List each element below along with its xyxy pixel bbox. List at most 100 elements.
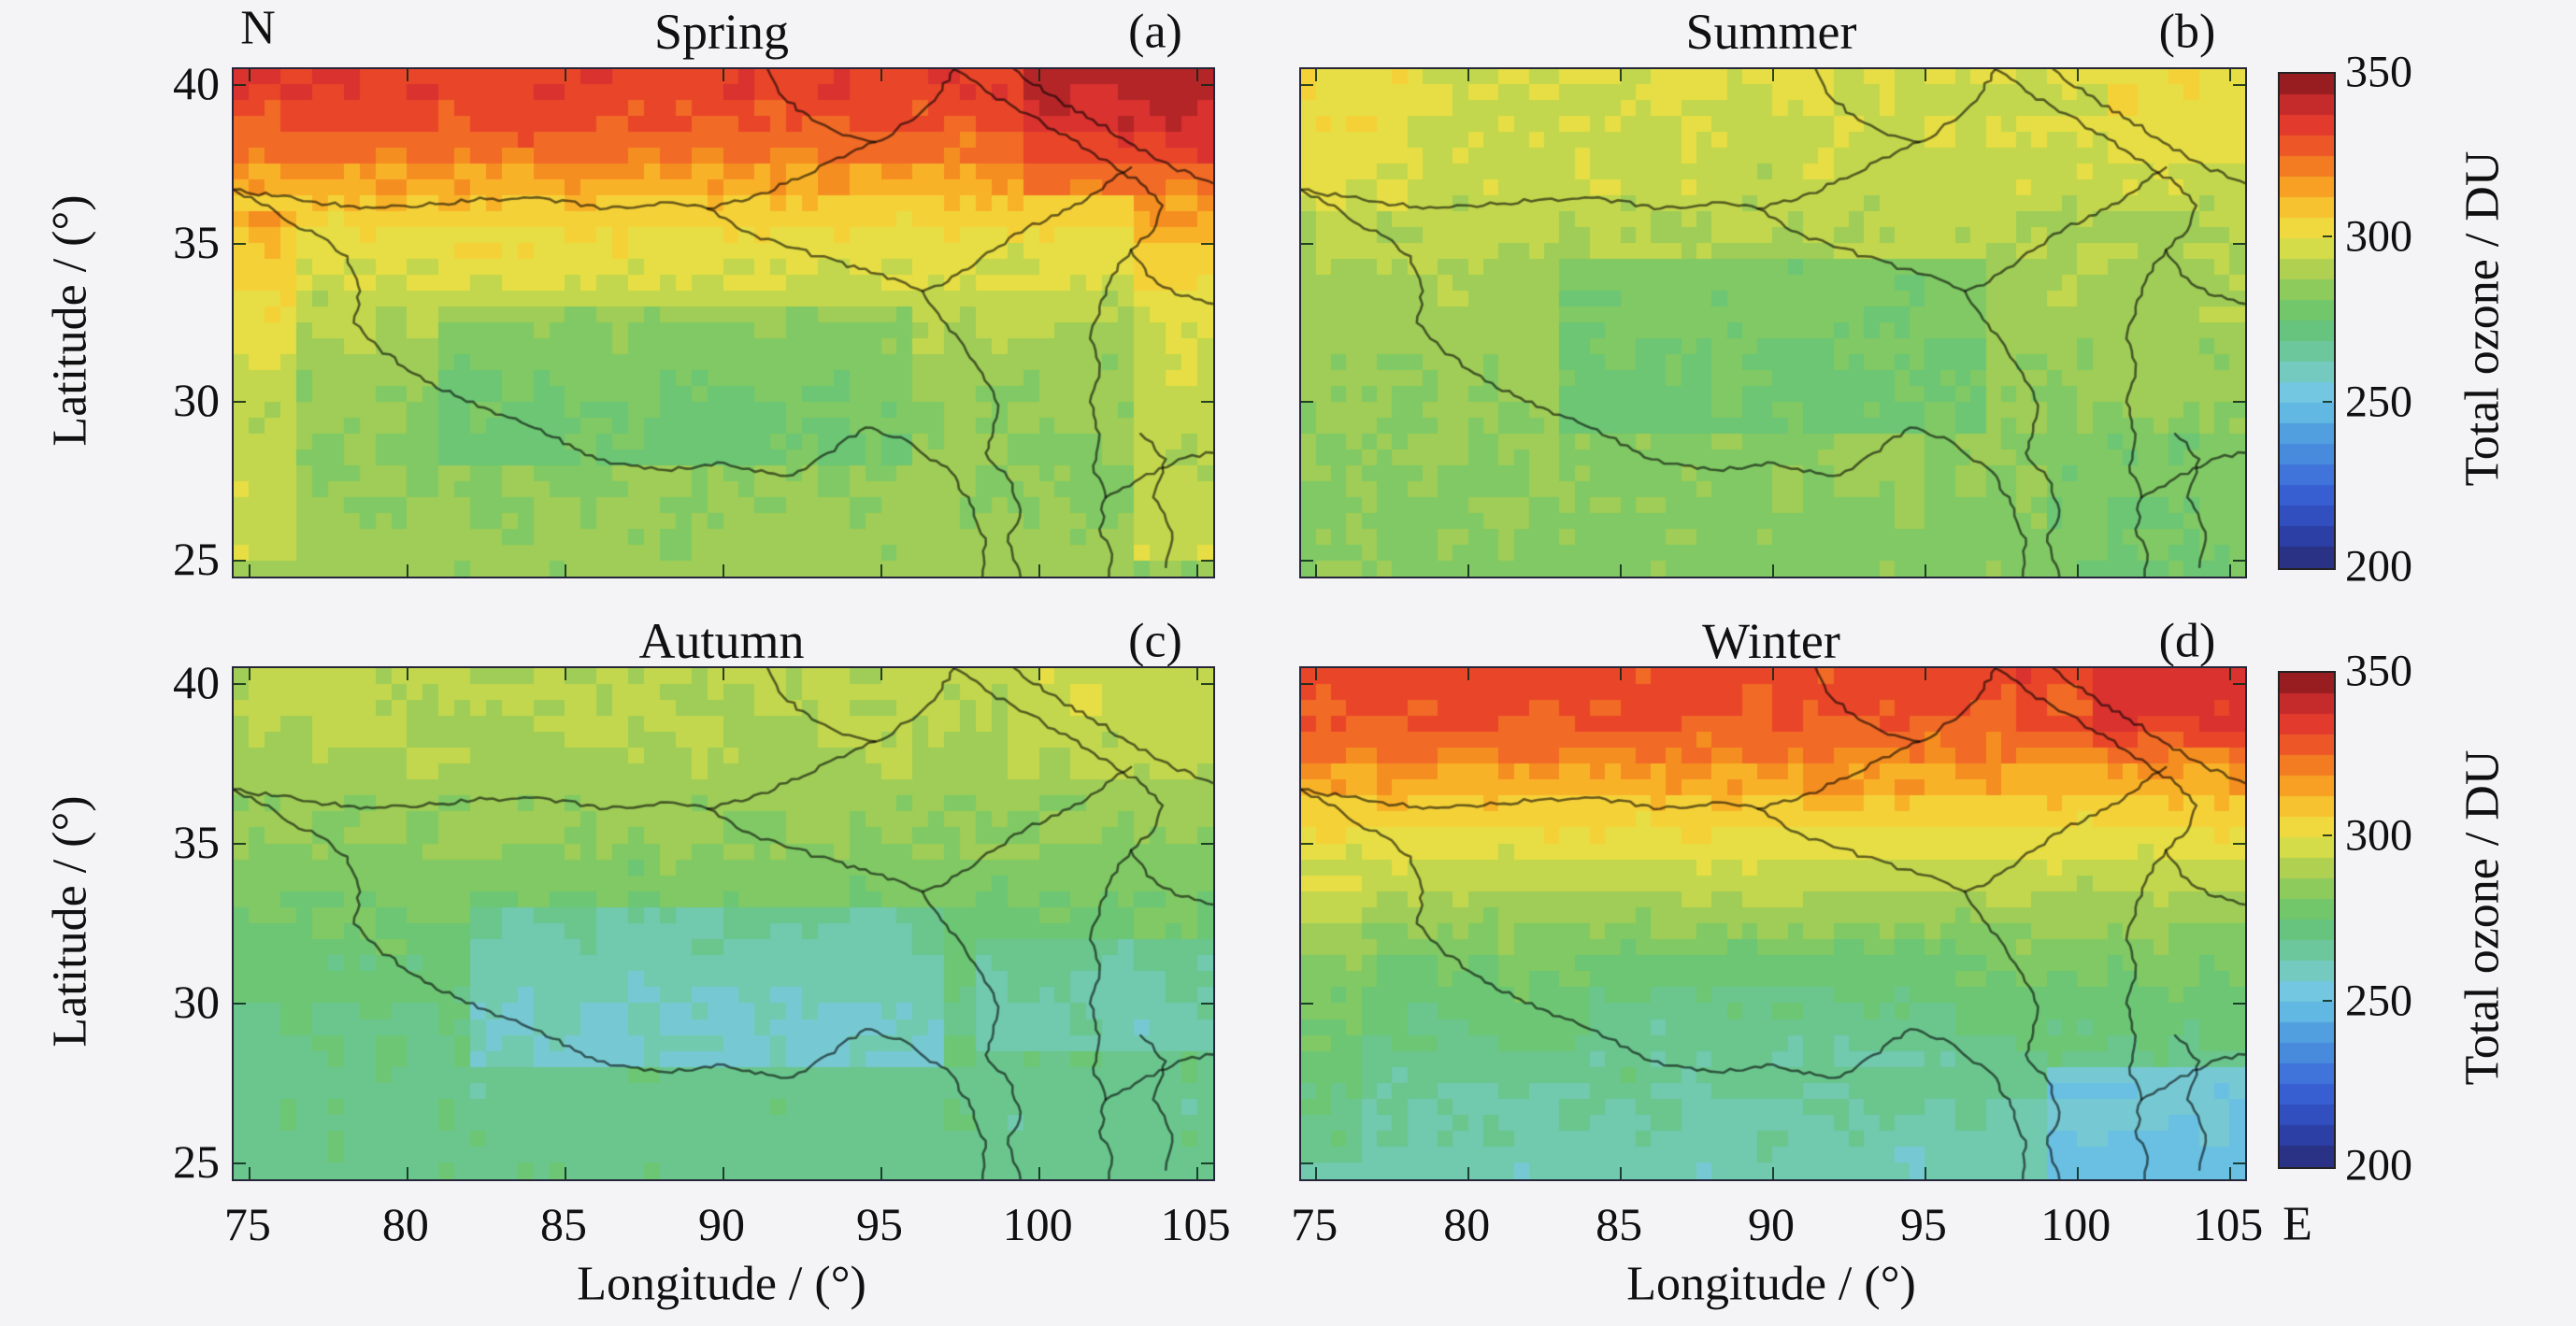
lon-tick-mark [1315,69,1318,81]
lon-tick-mark [1038,69,1041,81]
lon-tick-mark [1467,564,1470,577]
lon-tick-mark [2076,668,2079,680]
lat-tick-mark [2233,401,2245,404]
map-summer [1299,67,2247,578]
colorbar-tick-label: 200 [2345,541,2412,592]
map-autumn [232,666,1215,1181]
lat-tick-mark [234,560,246,563]
x-tick-label: 100 [2040,1198,2111,1250]
lon-tick-mark [723,1167,724,1179]
panel-c-letter: (c) [1128,614,1182,668]
x-tick-label: 95 [1899,1198,1947,1250]
lon-tick-mark [1038,668,1041,680]
lat-tick-mark [1301,843,1313,846]
x-tick-label: 80 [381,1198,429,1250]
lon-tick-mark [1196,69,1199,81]
y-tick-label: 25 [173,1134,220,1188]
panel-d-title: Winter [1702,613,1840,669]
panel-a-letter: (a) [1128,5,1182,59]
lon-tick-mark [2076,69,2079,81]
x-tick-label: 105 [2193,1198,2264,1250]
lon-tick-mark [1467,668,1470,680]
lon-tick-mark [1467,1167,1470,1179]
lon-tick-mark [880,1167,883,1179]
lat-tick-mark [1301,242,1313,245]
x-tick-label: 85 [539,1198,587,1250]
colorbar-label-top: Total ozone / DU [2455,150,2510,487]
lon-tick-mark [1620,69,1623,81]
lon-tick-mark [1620,564,1623,577]
lon-tick-mark [1924,1167,1926,1179]
lat-tick-mark [2233,1002,2245,1005]
lon-tick-mark [564,69,566,81]
lon-tick-mark [1315,668,1318,680]
x-axis-label-right: Longitude / (°) [1626,1257,1916,1311]
lat-tick-mark [1301,401,1313,404]
lon-tick-mark [880,668,883,680]
y-tick-label: 35 [173,816,220,869]
lon-tick-mark [723,668,724,680]
lon-tick-mark [1196,564,1199,577]
lat-tick-mark [1301,1002,1313,1005]
lat-tick-mark [1201,683,1213,686]
lon-tick-mark [880,564,883,577]
y-tick-label: 35 [173,215,220,268]
lon-tick-mark [2076,564,2079,577]
colorbar-bottom [2278,671,2336,1169]
colorbar-tick-label: 300 [2345,810,2412,861]
lon-tick-mark [723,69,724,81]
lon-tick-mark [406,564,408,577]
y-tick-label: 40 [173,656,220,709]
colorbar-label-bottom: Total ozone / DU [2455,749,2510,1086]
x-tick-label: 85 [1596,1198,1643,1250]
map-spring [232,67,1215,578]
lon-tick-mark [1772,564,1774,577]
panel-b-letter: (b) [2158,5,2216,59]
colorbar-tick-label: 300 [2345,211,2412,262]
lon-tick-mark [880,69,883,81]
lon-tick-mark [723,564,724,577]
x-tick-label: 75 [223,1198,271,1250]
lat-tick-mark [1301,1162,1313,1164]
colorbar-tick-label: 250 [2345,377,2412,427]
lon-tick-mark [564,1167,566,1179]
x-tick-label: 105 [1160,1198,1231,1250]
lat-tick-mark [1201,401,1213,404]
lon-tick-mark [1924,69,1926,81]
x-axis-label-left: Longitude / (°) [577,1257,866,1311]
y-tick-label: 25 [173,533,220,586]
lat-tick-mark [2233,843,2245,846]
lon-tick-mark [564,668,566,680]
y-axis-label-top: Latitude / (°) [43,194,97,447]
lat-tick-mark [1301,683,1313,686]
lon-tick-mark [1196,668,1199,680]
panel-a-title: Spring [653,4,790,60]
lon-tick-mark [1620,668,1623,680]
lon-tick-mark [1038,1167,1041,1179]
y-axis-label-bottom: Latitude / (°) [43,795,97,1048]
map-winter [1299,666,2247,1181]
panel-b-title: Summer [1685,4,1857,60]
lat-tick-mark [234,683,246,686]
lon-tick-mark [1196,1167,1199,1179]
lat-tick-mark [2233,683,2245,686]
lon-tick-mark [1620,1167,1623,1179]
lat-tick-mark [1201,1162,1213,1164]
colorbar-tick-mark [2323,834,2332,837]
y-tick-label: 30 [173,374,220,427]
lat-tick-mark [1301,560,1313,563]
lon-tick-mark [1924,668,1926,680]
lon-tick-mark [1038,564,1041,577]
colorbar-tick-mark [2323,999,2332,1002]
lon-tick-mark [2228,1167,2231,1179]
colorbar-tick-label: 350 [2345,47,2412,97]
east-label: E [2283,1197,2312,1251]
lat-tick-mark [234,1162,246,1164]
colorbar-tick-label: 200 [2345,1140,2412,1191]
lat-tick-mark [234,83,246,86]
x-tick-label: 90 [698,1198,745,1250]
colorbar-tick-label: 350 [2345,646,2412,696]
lon-tick-mark [248,564,250,577]
x-tick-label: 100 [1002,1198,1073,1250]
colorbar-tick-mark [2323,400,2332,403]
